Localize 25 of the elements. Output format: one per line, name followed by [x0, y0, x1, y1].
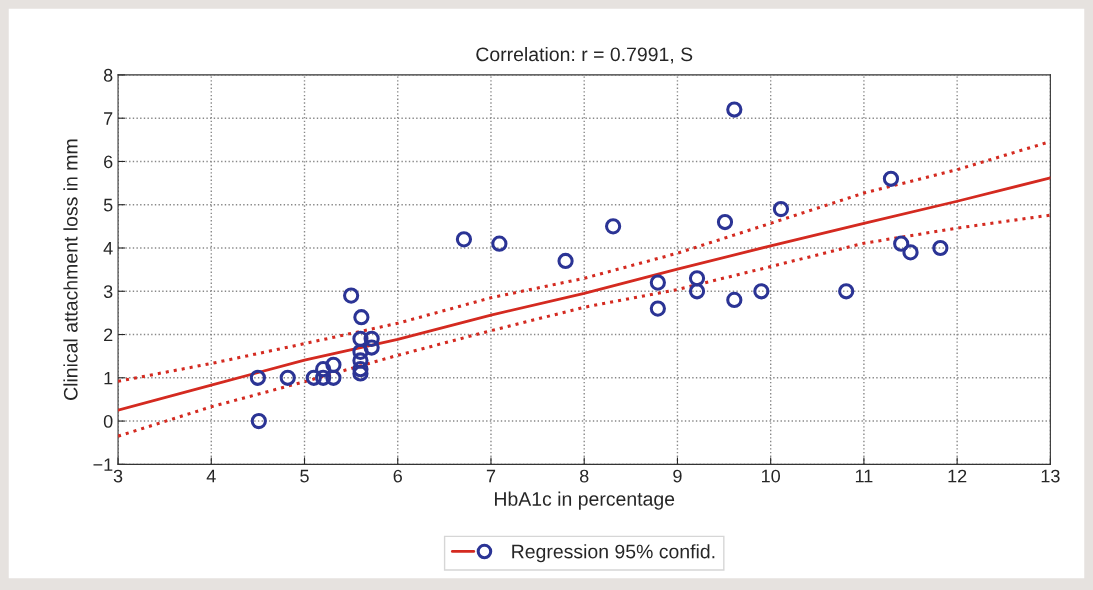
x-tick-label: 4 [206, 469, 216, 483]
x-tick-label: 6 [393, 469, 402, 483]
y-tick-label: 8 [103, 68, 113, 82]
x-tick-label: 8 [579, 469, 589, 483]
x-tick-label: 3 [113, 469, 123, 483]
x-tick-label: 5 [300, 469, 309, 483]
x-axis-title: HbA1c in percentage [495, 491, 675, 510]
y-tick-label: 1 [104, 371, 113, 385]
y-tick-label: 7 [104, 112, 113, 125]
y-tick-label: 5 [103, 198, 113, 212]
y-tick-label: 3 [103, 285, 113, 298]
y-axis-title: Clinical attachment loss in mm [63, 139, 78, 400]
y-tick-label: 6 [104, 155, 113, 169]
x-tick-label: 11 [855, 469, 873, 483]
x-tick-label: 13 [1041, 469, 1060, 483]
x-tick-label: 7 [486, 469, 496, 483]
x-tick-label: 9 [673, 469, 682, 483]
x-tick-label: 12 [948, 469, 967, 483]
x-tick-label: 10 [762, 469, 781, 483]
y-tick-label: −1 [93, 458, 113, 471]
y-tick-label: 2 [104, 328, 113, 342]
y-tick-label: 0 [103, 415, 113, 428]
y-tick-label: 4 [103, 242, 113, 255]
chart-title: Correlation: r = 0.7991, S [476, 46, 693, 64]
legend-label: Regression 95% confid. [512, 544, 715, 563]
